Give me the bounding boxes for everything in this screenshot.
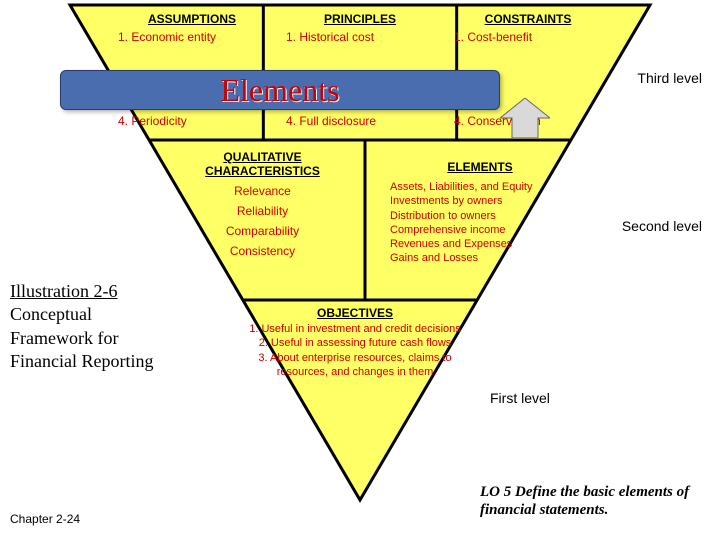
constraints-column: CONSTRAINTS 1. Cost-benefit: [444, 12, 612, 44]
full-disclosure-item: 4. Full disclosure: [276, 114, 444, 128]
elements-item: Gains and Losses: [390, 251, 570, 265]
constraints-header: CONSTRAINTS: [444, 12, 612, 26]
qualitative-header: QUALITATIVE CHARACTERISTICS: [185, 150, 340, 178]
elements-item: Comprehensive income: [390, 223, 570, 237]
principles-header: PRINCIPLES: [276, 12, 444, 26]
qual-item: Reliability: [185, 204, 340, 218]
third-level-label: Third level: [637, 70, 702, 86]
objectives-header: OBJECTIVES: [240, 306, 470, 320]
illustration-title: Illustration 2-6: [10, 280, 175, 303]
illustration-caption: Illustration 2-6 Conceptual Framework fo…: [10, 280, 175, 374]
qual-item: Comparability: [185, 224, 340, 238]
elements-item: Assets, Liabilities, and Equity: [390, 180, 570, 194]
first-level-label: First level: [490, 390, 550, 406]
elements-item: Revenues and Expenses: [390, 237, 570, 251]
assumptions-item: 1. Economic entity: [108, 30, 276, 44]
objectives-item: 3. About enterprise resources, claims to…: [240, 351, 470, 380]
top-section: ASSUMPTIONS 1. Economic entity PRINCIPLE…: [108, 12, 612, 44]
elements-banner-text: Elements: [220, 72, 339, 109]
objectives-item: 1. Useful in investment and credit decis…: [240, 322, 470, 336]
qual-item: Relevance: [185, 184, 340, 198]
periodicity-item: 4. Periodicity: [108, 114, 276, 128]
constraints-item: 1. Cost-benefit: [444, 30, 612, 44]
objectives-box: OBJECTIVES 1. Useful in investment and c…: [240, 306, 470, 379]
principles-column: PRINCIPLES 1. Historical cost: [276, 12, 444, 44]
second-level-label: Second level: [622, 218, 702, 234]
chapter-label: Chapter 2-24: [10, 512, 80, 526]
learning-objective: LO 5 Define the basic elements of financ…: [480, 483, 710, 521]
arrow-up-icon: [500, 98, 550, 138]
elements-header: ELEMENTS: [390, 160, 570, 174]
elements-item: Distribution to owners: [390, 209, 570, 223]
principles-item: 1. Historical cost: [276, 30, 444, 44]
objectives-item: 2. Useful in assessing future cash flows: [240, 336, 470, 350]
qualitative-box: QUALITATIVE CHARACTERISTICS Relevance Re…: [185, 150, 340, 258]
assumptions-column: ASSUMPTIONS 1. Economic entity: [108, 12, 276, 44]
elements-banner: Elements: [60, 70, 500, 110]
elements-box: ELEMENTS Assets, Liabilities, and Equity…: [390, 160, 570, 266]
assumptions-header: ASSUMPTIONS: [108, 12, 276, 26]
qual-item: Consistency: [185, 244, 340, 258]
elements-item: Investments by owners: [390, 194, 570, 208]
illustration-body: Conceptual Framework for Financial Repor…: [10, 303, 175, 373]
